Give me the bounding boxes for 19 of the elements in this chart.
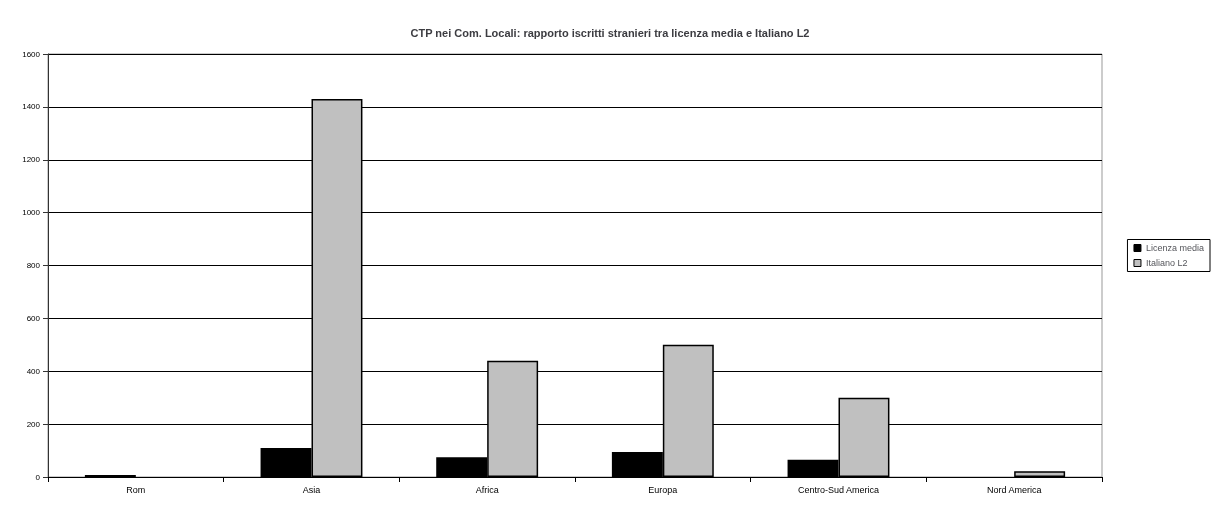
x-tick-label: Rom <box>126 484 146 495</box>
y-tick-label: 1200 <box>22 155 41 165</box>
y-tick-label: 0 <box>35 472 41 482</box>
legend-label: Licenza media <box>1145 243 1205 253</box>
bar <box>1014 471 1066 477</box>
y-tick-label: 600 <box>26 313 41 323</box>
legend-label: Italiano L2 <box>1145 258 1188 268</box>
y-tick-label: 1400 <box>22 102 41 112</box>
y-tick-label: 1000 <box>22 208 41 218</box>
y-tick-label: 1600 <box>22 49 41 59</box>
x-tick-label: Africa <box>475 484 499 495</box>
x-tick-label: Asia <box>302 484 321 495</box>
x-tick-label: Centro-Sud America <box>797 484 880 495</box>
x-tick-label: Nord America <box>986 484 1042 495</box>
y-tick-label: 400 <box>26 366 41 376</box>
y-tick-label: 800 <box>26 261 41 270</box>
y-tick-label: 200 <box>26 419 41 429</box>
chart-title: CTP nei Com. Locali: rapporto iscritti stranieri tra licenza media e Italiano L2 <box>410 26 810 39</box>
x-tick-label: Europa <box>648 484 678 495</box>
